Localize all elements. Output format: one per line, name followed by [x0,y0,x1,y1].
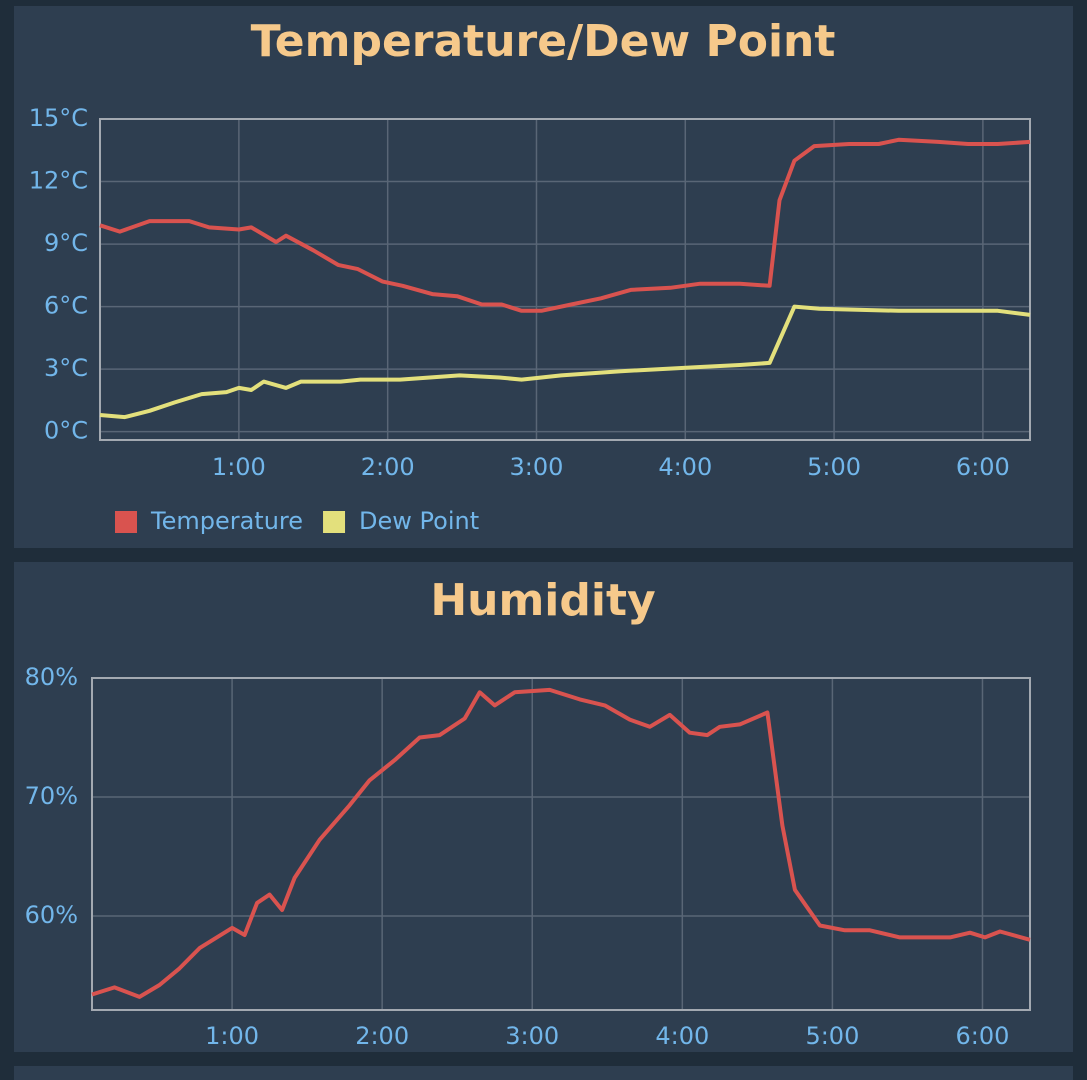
x-tick-label: 4:00 [658,453,712,481]
legend-label: Temperature [150,507,303,535]
y-tick-label: 80% [25,663,78,691]
x-tick-label: 1:00 [212,453,266,481]
data-line [99,304,1031,420]
panel [14,562,1073,1052]
x-tick-label: 2:00 [355,1022,409,1050]
y-tick-label: 3°C [44,354,88,382]
x-tick-label: 2:00 [361,453,415,481]
chart-title: Humidity [430,575,655,626]
x-tick-label: 5:00 [807,453,861,481]
y-tick-label: 15°C [29,104,88,132]
y-tick-label: 12°C [29,167,88,195]
x-tick-label: 6:00 [956,1022,1010,1050]
legend-swatch [115,511,137,533]
panel [14,6,1073,548]
x-tick-label: 3:00 [510,453,564,481]
x-tick-label: 5:00 [805,1022,859,1050]
x-tick-label: 6:00 [956,453,1010,481]
legend-label: Dew Point [359,507,479,535]
legend-swatch [323,511,346,533]
x-tick-label: 3:00 [505,1022,559,1050]
panel [14,1066,1073,1080]
y-tick-label: 9°C [44,229,88,257]
data-line [91,687,1031,999]
data-line [99,137,1031,313]
y-tick-label: 0°C [44,417,88,445]
y-tick-label: 60% [25,901,78,929]
plot-frame [99,118,1031,441]
x-tick-label: 4:00 [655,1022,709,1050]
y-tick-label: 6°C [44,292,88,320]
plot-frame [91,677,1031,1011]
x-tick-label: 1:00 [205,1022,259,1050]
y-tick-label: 70% [25,782,78,810]
chart-title: Temperature/Dew Point [251,16,836,67]
